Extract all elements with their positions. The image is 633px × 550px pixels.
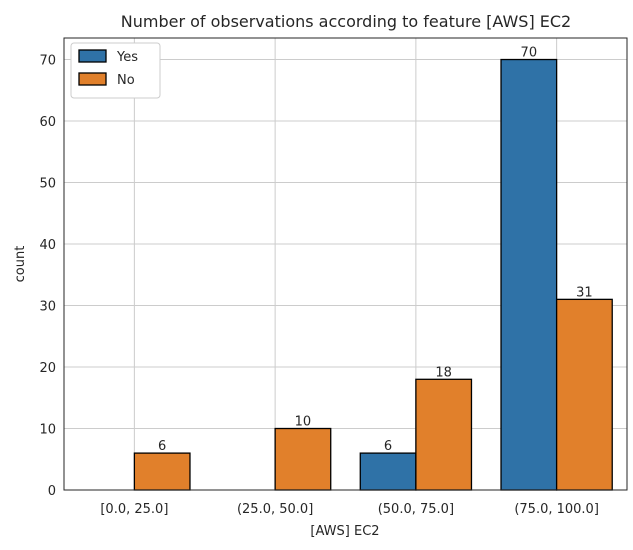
legend-label: No	[117, 73, 135, 88]
bar-value-label: 18	[435, 365, 452, 380]
x-tick-label: [0.0, 25.0]	[100, 502, 168, 517]
y-tick-label: 60	[39, 115, 56, 130]
x-tick-label: (50.0, 75.0]	[378, 502, 454, 517]
legend-swatch	[78, 49, 107, 63]
bar-value-label: 6	[384, 439, 392, 454]
y-tick-label: 50	[39, 177, 56, 192]
bar-no	[415, 378, 473, 491]
bar-value-label: 10	[295, 415, 312, 430]
y-tick-label: 0	[48, 484, 56, 499]
x-tick-label: (25.0, 50.0]	[237, 502, 313, 517]
y-tick-label: 10	[39, 423, 56, 438]
x-tick-labels: [0.0, 25.0] (25.0, 50.0] (50.0, 75.0] (75.0…	[100, 502, 599, 517]
bar-yes	[359, 452, 417, 491]
bars	[133, 58, 613, 491]
bar-yes	[500, 58, 558, 491]
bar-no	[133, 452, 191, 491]
bar-value-label: 70	[521, 46, 538, 61]
legend-swatch	[78, 72, 107, 86]
y-tick-label: 40	[39, 238, 56, 253]
bar-no	[274, 427, 332, 491]
x-axis-label: [AWS] EC2	[310, 524, 379, 539]
x-tick-label: (75.0, 100.0]	[514, 502, 599, 517]
y-tick-label: 20	[39, 361, 56, 376]
y-tick-labels: 0 10 20 30 40 50 60 70	[39, 54, 56, 499]
data-labels: 6 70 6 10 18 31	[158, 46, 593, 455]
y-tick-label: 30	[39, 300, 56, 315]
legend: Yes No	[70, 42, 161, 99]
bar-value-label: 6	[158, 439, 166, 454]
chart-title: Number of observations according to feat…	[121, 12, 571, 31]
bar-value-label: 31	[576, 285, 593, 300]
y-axis-label: count	[13, 246, 28, 283]
plot-frame	[63, 37, 628, 491]
bar-no	[555, 298, 613, 491]
legend-label: Yes	[116, 50, 138, 65]
y-tick-label: 70	[39, 54, 56, 69]
